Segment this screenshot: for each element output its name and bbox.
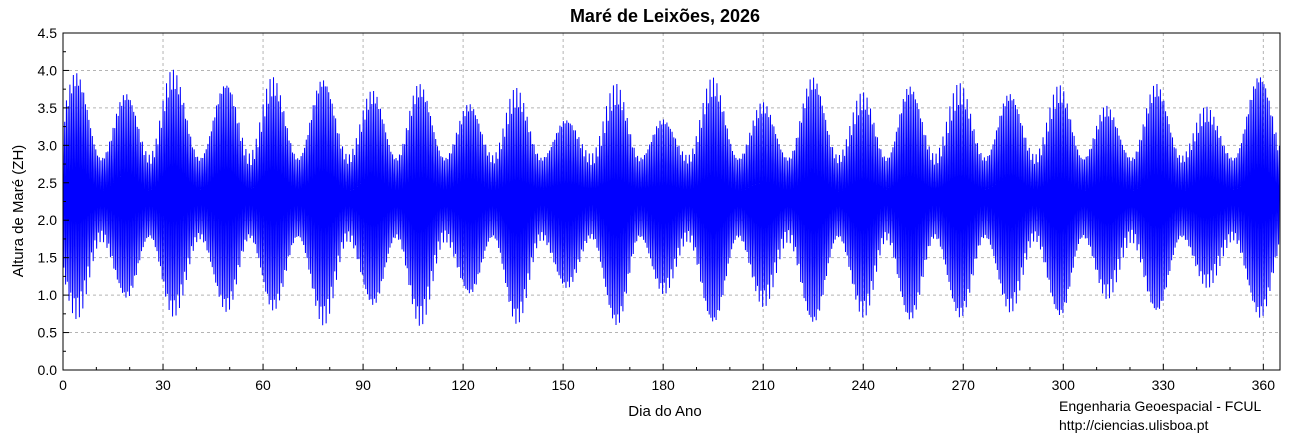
- y-tick-label: 1.0: [38, 287, 58, 303]
- axis-ticks: 0 30 60 90 120 150 180 210 240 270 300 330 360 0.0 0.5…: [38, 25, 1276, 393]
- y-tick-label: 3.5: [38, 100, 58, 116]
- x-tick-label: 210: [752, 377, 776, 393]
- x-tick-label: 0: [59, 377, 67, 393]
- x-tick-label: 120: [451, 377, 475, 393]
- x-tick-label: 180: [651, 377, 675, 393]
- chart-title: Maré de Leixões, 2026: [570, 6, 760, 26]
- x-axis-label: Dia do Ano: [628, 403, 701, 420]
- y-tick-label: 4.5: [38, 25, 58, 41]
- y-tick-label: 0.5: [38, 325, 58, 341]
- x-tick-label: 30: [155, 377, 171, 393]
- x-tick-label: 60: [255, 377, 271, 393]
- x-tick-label: 240: [852, 377, 876, 393]
- x-tick-label: 330: [1152, 377, 1176, 393]
- x-tick-label: 360: [1252, 377, 1276, 393]
- y-tick-label: 3.0: [38, 137, 58, 153]
- credit-institution: Engenharia Geoespacial - FCUL: [1059, 398, 1262, 414]
- y-tick-label: 2.5: [38, 175, 58, 191]
- y-tick-label: 4.0: [38, 62, 58, 78]
- credit-url: http://ciencias.ulisboa.pt: [1059, 417, 1209, 433]
- x-tick-label: 90: [355, 377, 371, 393]
- x-tick-label: 270: [952, 377, 976, 393]
- x-tick-label: 300: [1052, 377, 1076, 393]
- y-tick-label: 1.5: [38, 250, 58, 266]
- tide-height-line: [62, 69, 1281, 326]
- tide-series: [62, 69, 1281, 326]
- y-axis-label: Altura de Maré (ZH): [10, 145, 27, 278]
- y-tick-label: 2.0: [38, 212, 58, 228]
- x-tick-label: 150: [551, 377, 575, 393]
- y-tick-label: 0.0: [38, 362, 58, 378]
